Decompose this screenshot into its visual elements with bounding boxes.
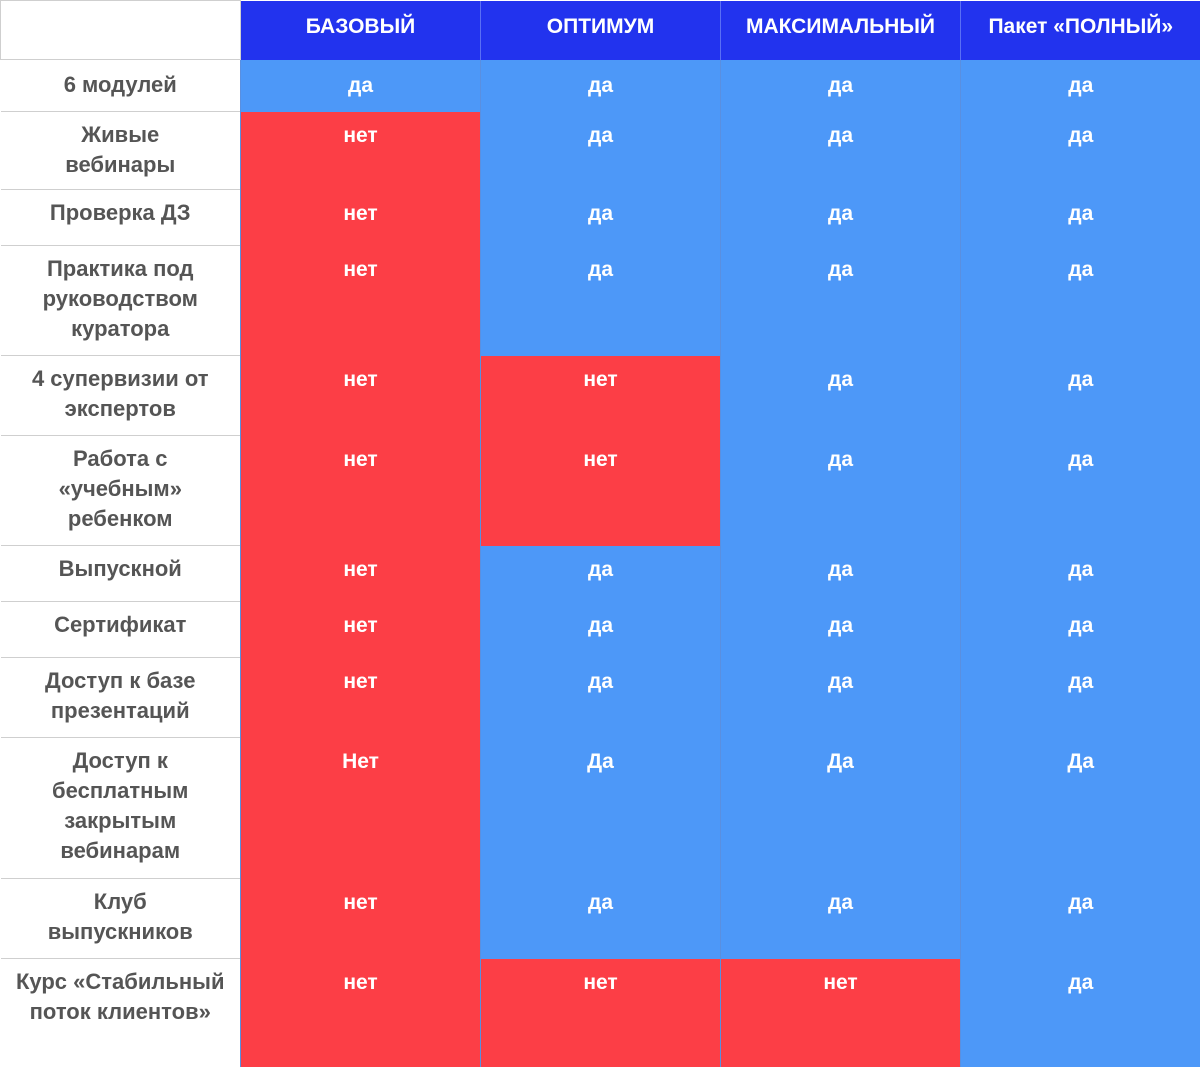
feature-label-text: Живые вебинары [40,120,200,180]
feature-label: Доступ к базе презентаций [1,658,241,738]
cell-maximum-included: да [721,546,961,602]
cell-maximum-included: Да [721,738,961,879]
cell-optimum-included: да [481,602,721,658]
cell-optimum-excluded: нет [481,959,721,1067]
cell-basic-excluded: нет [241,436,481,546]
cell-basic-excluded: нет [241,112,481,190]
cell-maximum-included: да [721,436,961,546]
cell-basic-excluded: Нет [241,738,481,879]
feature-label-text: 6 модулей [5,70,235,100]
cell-full-included: да [961,436,1200,546]
cell-basic-excluded: нет [241,190,481,246]
cell-full-included: да [961,602,1200,658]
cell-optimum-included: да [481,546,721,602]
cell-maximum-included: да [721,112,961,190]
cell-optimum-included: да [481,658,721,738]
cell-optimum-excluded: нет [481,356,721,436]
cell-full-included: да [961,959,1200,1067]
cell-maximum-included: да [721,658,961,738]
cell-basic-excluded: нет [241,546,481,602]
cell-full-included: да [961,658,1200,738]
feature-label-text: Доступ к бесплатным закрытым вебинарам [35,746,205,866]
plan-header-optimum: ОПТИМУМ [481,1,721,60]
header-row: БАЗОВЫЙ ОПТИМУМ МАКСИМАЛЬНЫЙ Пакет «ПОЛН… [1,1,1200,60]
plan-header-full: Пакет «ПОЛНЫЙ» [961,1,1200,60]
feature-label: Сертификат [1,602,241,658]
cell-basic-excluded: нет [241,959,481,1067]
cell-full-included: да [961,246,1200,356]
feature-label: Работа с «учебным» ребенком [1,436,241,546]
cell-basic-excluded: нет [241,658,481,738]
cell-maximum-included: да [721,602,961,658]
feature-label-text: Работа с «учебным» ребенком [35,444,205,534]
cell-optimum-included: да [481,246,721,356]
feature-label-text: Сертификат [5,610,235,640]
feature-label-text: Клуб выпускников [30,887,210,947]
plan-header-maximum: МАКСИМАЛЬНЫЙ [721,1,961,60]
cell-full-included: Да [961,738,1200,879]
cell-optimum-included: да [481,879,721,959]
cell-full-included: да [961,879,1200,959]
cell-full-included: да [961,546,1200,602]
cell-full-included: да [961,60,1200,112]
cell-optimum-included: да [481,60,721,112]
cell-optimum-included: да [481,112,721,190]
cell-optimum-included: да [481,190,721,246]
cell-full-included: да [961,112,1200,190]
feature-label: Доступ к бесплатным закрытым вебинарам [1,738,241,879]
cell-full-included: да [961,190,1200,246]
feature-label-text: Выпускной [5,554,235,584]
header-corner-cell [1,1,241,60]
cell-maximum-included: да [721,246,961,356]
cell-maximum-included: да [721,60,961,112]
cell-maximum-excluded: нет [721,959,961,1067]
feature-label: Клуб выпускников [1,879,241,959]
cell-maximum-included: да [721,190,961,246]
feature-label: Практика под руководством куратора [1,246,241,356]
table-row: Доступ к бесплатным закрытым вебинарам Не… [1,738,1200,879]
cell-basic-excluded: нет [241,602,481,658]
feature-label: Проверка ДЗ [1,190,241,246]
feature-label-text: Доступ к базе презентаций [20,666,220,726]
cell-basic-excluded: нет [241,246,481,356]
feature-label: Живые вебинары [1,112,241,190]
cell-basic-excluded: нет [241,879,481,959]
cell-optimum-excluded: нет [481,436,721,546]
cell-basic-included: да [241,60,481,112]
feature-label: 6 модулей [1,60,241,112]
cell-optimum-included: Да [481,738,721,879]
cell-basic-excluded: нет [241,356,481,436]
plan-header-basic: БАЗОВЫЙ [241,1,481,60]
feature-label-text: 4 супервизии от экспертов [5,364,235,424]
feature-label: 4 супервизии от экспертов [1,356,241,436]
feature-label-text: Проверка ДЗ [5,198,235,228]
feature-label-text: Курс «Стабильный поток клиентов» [5,967,235,1027]
cell-full-included: да [961,356,1200,436]
feature-label-text: Практика под руководством куратора [25,254,215,344]
cell-maximum-included: да [721,356,961,436]
cell-maximum-included: да [721,879,961,959]
feature-label: Курс «Стабильный поток клиентов» [1,959,241,1067]
feature-label: Выпускной [1,546,241,602]
